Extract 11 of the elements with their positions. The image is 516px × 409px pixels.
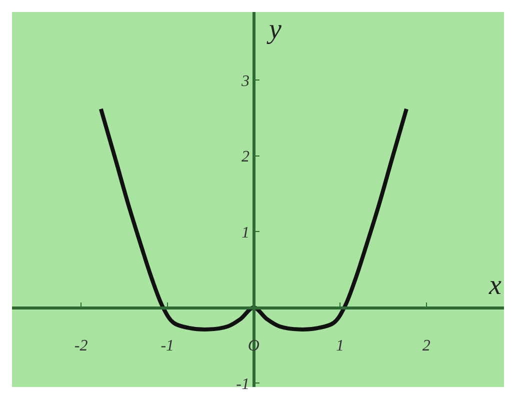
x-tick-label: -1 (160, 338, 174, 355)
y-tick-label: 1 (241, 224, 250, 242)
y-tick-label: 2 (241, 148, 250, 166)
line-series (98, 106, 408, 332)
x-tick-label: 1 (336, 338, 344, 355)
x-tick-label: -2 (74, 338, 88, 355)
x-tick-label: 2 (422, 338, 430, 355)
y-tick-label: 3 (240, 72, 250, 90)
x-axis-title: x (488, 270, 502, 301)
y-tick-label: -1 (236, 376, 250, 393)
y-axis-title: y (266, 14, 282, 45)
